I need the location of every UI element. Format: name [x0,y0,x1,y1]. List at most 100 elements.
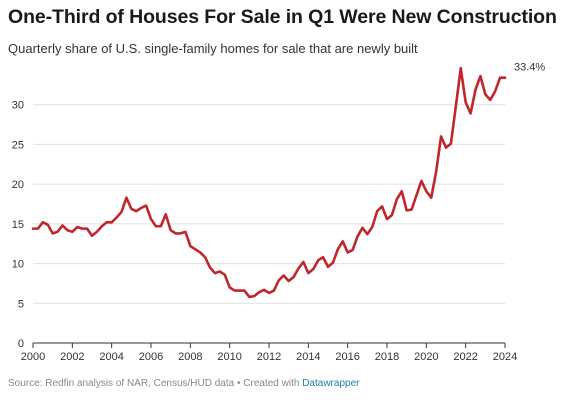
data-point [450,142,452,144]
series-group [31,66,507,299]
data-point [47,223,49,225]
x-tick-label-2002: 2002 [60,351,84,363]
data-point [184,231,186,233]
data-point [405,209,407,211]
data-point [287,280,289,282]
data-point [224,273,226,275]
data-point [253,295,255,297]
footer-separator: • [234,378,244,389]
x-tick-label-2024: 2024 [493,351,517,363]
data-point [460,67,462,69]
data-point [135,210,137,212]
data-point [361,227,363,229]
data-point [204,256,206,258]
data-point [455,105,457,107]
data-point [101,225,103,227]
x-tick-label-2010: 2010 [217,351,241,363]
data-point [278,279,280,281]
data-point [430,196,432,198]
data-point [351,249,353,251]
data-point [297,267,299,269]
data-point [268,292,270,294]
data-point [228,286,230,288]
data-point [283,274,285,276]
x-axis-tick-labels: 2000 2002 2004 2006 2008 2010 2012 2014 2016 2018… [21,351,517,363]
data-point [322,256,324,258]
data-point [342,240,344,242]
x-tick-label-2014: 2014 [296,351,320,363]
data-point [238,289,240,291]
y-tick-label-20: 20 [12,179,24,191]
x-tick-label-2016: 2016 [335,351,359,363]
data-point [425,190,427,192]
data-point [61,224,63,226]
x-tick-label-2008: 2008 [178,351,202,363]
data-point [381,205,383,207]
data-point [440,135,442,137]
data-point [371,226,373,228]
annotation-group: 33.4% [514,62,545,74]
y-tick-label-25: 25 [12,139,24,151]
data-point [307,272,309,274]
data-point [120,211,122,213]
data-point [356,235,358,237]
data-point [179,232,181,234]
data-point [150,218,152,220]
x-tick-label-2018: 2018 [375,351,399,363]
data-point [233,289,235,291]
y-tick-label-5: 5 [18,298,24,310]
data-point [199,251,201,253]
data-point [125,196,127,198]
data-point [312,268,314,270]
data-point [435,170,437,172]
line-chart: 0 5 10 15 20 25 30 2000 2002 2004 2006 2008 2010 201… [12,62,546,363]
series-line-0 [31,66,507,299]
end-value-label: 33.4% [514,62,545,74]
data-point [292,276,294,278]
data-point [155,225,157,227]
data-point [420,180,422,182]
data-point [317,259,319,261]
data-point [160,225,162,227]
x-tick-label-2006: 2006 [139,351,163,363]
data-point [194,248,196,250]
chart-title: One-Third of Houses For Sale in Q1 Were … [8,6,557,28]
data-point [410,208,412,210]
data-point [110,221,112,223]
data-point [81,227,83,229]
source-note: Source: Redfin analysis of NAR, Census/H… [8,378,235,389]
data-point [86,227,88,229]
data-point [337,248,339,250]
data-point [76,226,78,228]
data-point [42,221,44,223]
data-point [258,291,260,293]
data-point [169,229,171,231]
data-point [248,296,250,298]
data-point [346,251,348,253]
x-tick-label-2022: 2022 [453,351,477,363]
data-point [165,213,167,215]
data-point [174,232,176,234]
chart-subtitle: Quarterly share of U.S. single-family ho… [8,41,418,56]
data-point [489,99,491,101]
y-tick-label-10: 10 [12,259,24,271]
data-point [189,245,191,247]
data-point [263,289,265,291]
y-tick-label-30: 30 [12,100,24,112]
data-point [499,77,501,79]
data-point [66,229,68,231]
x-tick-label-2012: 2012 [257,351,281,363]
data-point [474,88,476,90]
chart-footer: Source: Redfin analysis of NAR, Census/H… [8,378,359,389]
data-point [71,231,73,233]
data-point [401,190,403,192]
data-point [396,198,398,200]
data-point [366,233,368,235]
credit-text: Created with [243,378,303,389]
data-point [140,207,142,209]
data-point [273,289,275,291]
data-point [494,90,496,92]
data-point [130,208,132,210]
datawrapper-link[interactable]: Datawrapper [302,378,360,389]
data-point [332,262,334,264]
